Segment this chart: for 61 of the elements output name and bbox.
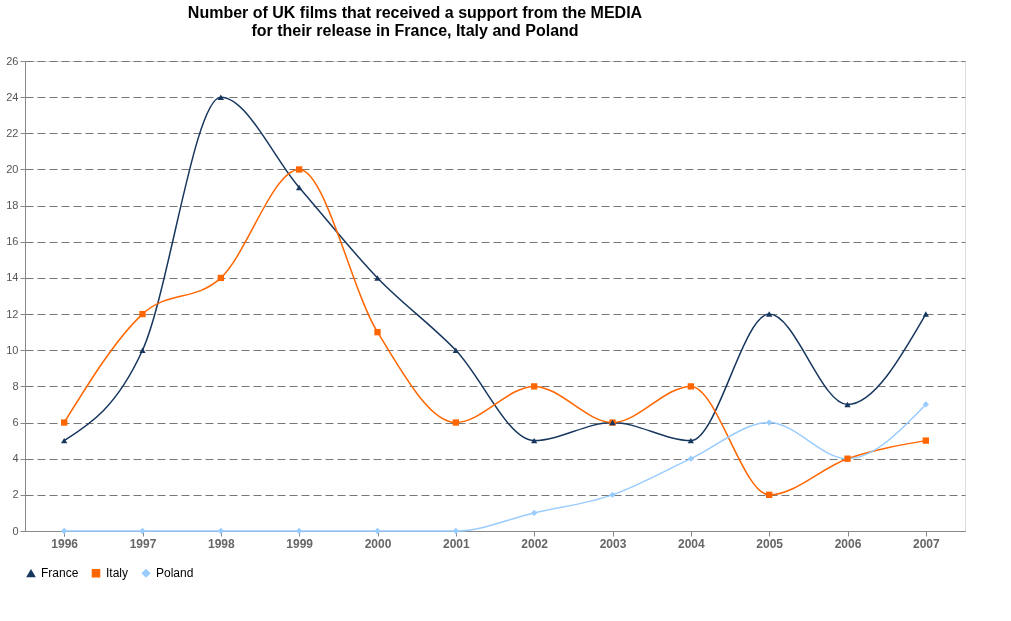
point [844,401,851,408]
point [766,419,773,426]
x-tick-label: 1997 [129,536,157,551]
y-tick-label: 18 [6,199,19,212]
point [139,527,146,535]
x-tick-label: 2001 [442,536,470,551]
point [61,437,68,444]
point [61,527,68,535]
x-tick-label: 2004 [677,536,705,551]
x-tick-label: 1999 [286,536,314,551]
y-tick-label: 20 [6,162,19,175]
y-tick-label: 14 [6,271,19,284]
point [452,419,459,426]
point [609,491,616,499]
point [139,347,146,353]
point [766,491,773,499]
point [922,401,929,408]
y-tick-label: 6 [12,416,19,429]
point [766,311,773,317]
x-tick-label: 1998 [207,536,235,551]
y-tick-label: 12 [6,307,19,320]
point [139,310,146,318]
point [531,383,538,390]
chart-title: Number of UK films that received a support from the MEDIA for their release in France, Italy and Poland [187,4,643,39]
x-tick-label: 2007 [912,536,940,551]
point [531,509,538,517]
point [296,184,303,191]
legend-label: Poland [156,566,194,581]
point [374,328,381,336]
point [217,527,224,535]
y-tick-label: 16 [6,235,19,248]
point [374,275,381,281]
point [296,527,303,535]
x-tick-label: 2003 [599,536,627,551]
y-tick-label: 2 [12,488,19,501]
y-tick-label: 0 [12,524,19,537]
point [531,437,538,444]
point [922,437,929,444]
y-tick-label: 10 [6,343,19,356]
legend-label: France [41,566,79,581]
point [687,383,694,390]
y-tick-label: 26 [6,54,19,67]
x-tick-label: 2006 [834,536,862,551]
point [922,311,929,317]
legend-label: Italy [106,566,129,581]
y-tick-label: 8 [12,379,19,392]
x-tick-label: 2005 [756,536,784,551]
y-tick-label: 4 [12,452,19,465]
y-tick-label: 24 [6,90,19,103]
point [452,347,459,353]
point [687,455,694,462]
x-tick-label: 2000 [364,536,392,551]
point [217,94,224,100]
point [61,419,68,426]
point [452,527,459,535]
point [374,527,381,535]
point [217,274,224,282]
x-tick-label: 1996 [51,536,79,551]
x-tick-label: 2002 [521,536,549,551]
y-tick-label: 22 [6,126,19,139]
point [296,166,303,173]
